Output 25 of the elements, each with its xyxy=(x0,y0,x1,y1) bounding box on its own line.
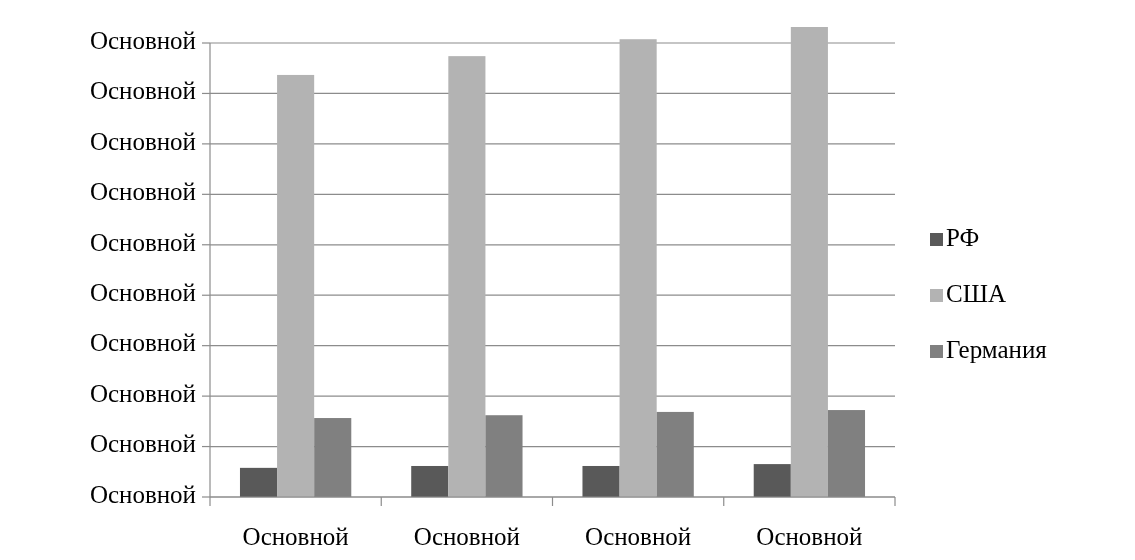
text: Основной xyxy=(89,379,196,407)
text: Основной xyxy=(89,278,196,306)
text: Основной xyxy=(89,430,196,458)
text: Основной xyxy=(89,480,196,508)
text: Основной xyxy=(89,329,196,357)
text: Основной xyxy=(89,26,196,54)
legend-label: США xyxy=(946,279,1006,307)
x-tick-label: Основной xyxy=(585,523,692,550)
x-tick-label: Основной xyxy=(756,523,863,550)
bar xyxy=(582,465,620,497)
bar xyxy=(790,27,828,497)
bar xyxy=(619,39,657,497)
legend-label: Германия xyxy=(946,335,1048,363)
bar xyxy=(411,465,449,497)
x-tick-label: Основной xyxy=(242,523,349,550)
bar xyxy=(448,56,486,497)
x-tick-label: Основной xyxy=(413,523,520,550)
bar xyxy=(277,74,315,497)
text: Основной xyxy=(89,77,196,105)
text: Основной xyxy=(89,228,196,256)
legend-label: РФ xyxy=(946,223,980,251)
bar xyxy=(239,467,278,497)
text: Основной xyxy=(89,127,196,155)
text: Основной xyxy=(89,178,196,206)
bar xyxy=(753,464,791,497)
